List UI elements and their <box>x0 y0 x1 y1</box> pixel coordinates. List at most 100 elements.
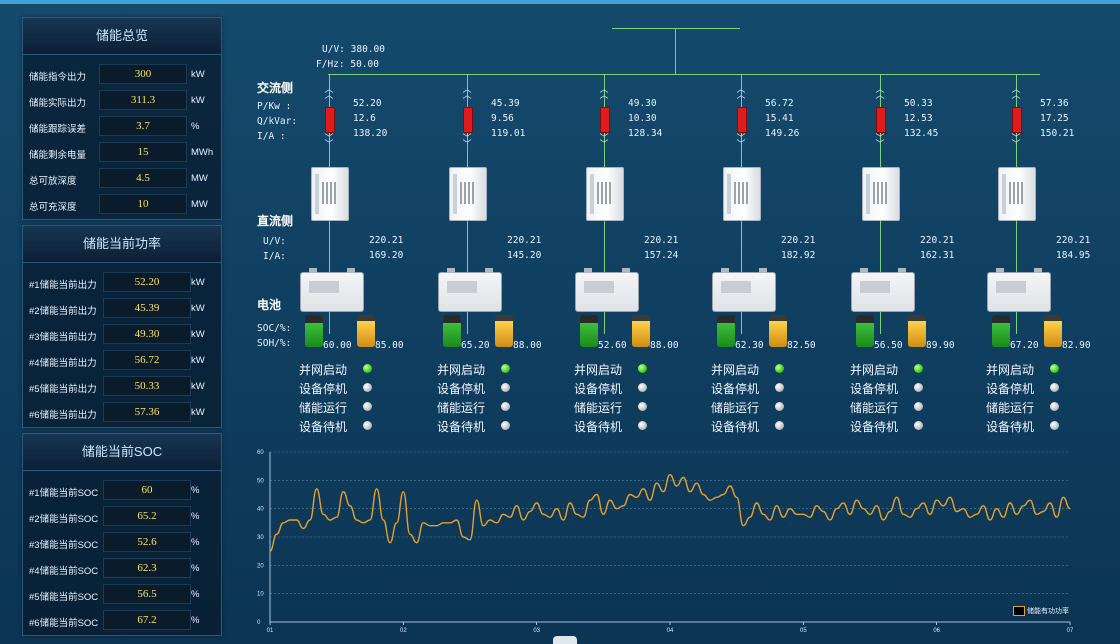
status-indicator-icon <box>501 364 510 373</box>
soc-row: #1储能当前SOC 60% <box>29 480 215 500</box>
data-point <box>842 502 844 504</box>
data-point <box>1036 513 1038 515</box>
active-power-chart: 0 10 20 30 40 50 60 01 02 03 04 05 06 07 <box>257 450 1074 634</box>
status-indicator-icon <box>914 421 923 430</box>
data-point <box>662 491 664 493</box>
chevron-down-icon: ﹀ ﹀ <box>324 133 334 149</box>
grid-bus-top <box>612 28 740 29</box>
unit-soh-value: 82.50 <box>787 340 816 351</box>
chart-legend: 储能有功功率 <box>1013 606 1069 617</box>
unit-status-label: 并网启动 <box>850 363 899 377</box>
unit-status-label: 设备停机 <box>574 382 623 396</box>
inverter-icon[interactable] <box>586 167 624 221</box>
inverter-icon[interactable] <box>998 167 1036 221</box>
soh-label: SOH/%: <box>257 338 292 349</box>
battery-pack-icon[interactable] <box>987 268 1051 312</box>
y-tick-label: 50 <box>257 478 264 484</box>
inverter-icon[interactable] <box>723 167 761 221</box>
data-point <box>696 482 698 484</box>
data-point <box>602 513 604 515</box>
data-point <box>516 505 518 507</box>
battery-pack-icon[interactable] <box>438 268 502 312</box>
data-point <box>1049 502 1051 504</box>
summary-row-label: 储能剩余电量 <box>29 150 87 161</box>
power-row-unit: kW <box>191 303 205 314</box>
status-indicator-icon <box>363 402 372 411</box>
summary-row-value: 10 <box>99 194 187 214</box>
summary-row-value: 311.3 <box>99 90 187 110</box>
soc-row-label: #3储能当前SOC <box>29 540 99 551</box>
x-tick-label: 05 <box>800 628 807 634</box>
fuse-icon <box>463 107 473 133</box>
data-point <box>802 513 804 515</box>
data-point <box>522 519 524 521</box>
battery-pack-icon[interactable] <box>851 268 915 312</box>
unit-status-label: 并网启动 <box>437 363 486 377</box>
data-point <box>902 513 904 515</box>
summary-row-label: 储能实际出力 <box>29 98 87 109</box>
bottom-scroll-handle[interactable] <box>553 636 577 644</box>
inverter-icon[interactable] <box>311 167 349 221</box>
x-tick-label: 04 <box>667 628 674 634</box>
unit-status-label: 储能运行 <box>711 401 760 415</box>
unit-ac-current: 119.01 <box>491 128 526 139</box>
power-panel-title: 储能当前功率 <box>23 226 221 263</box>
summary-row-label: 储能指令出力 <box>29 72 87 83</box>
data-point <box>702 493 704 496</box>
unit-dc-current: 145.20 <box>507 250 542 261</box>
inverter-icon[interactable] <box>862 167 900 221</box>
fuse-icon <box>325 107 335 133</box>
soc-row-value: 62.3 <box>103 558 191 578</box>
soh-battery-icon <box>495 315 513 347</box>
soc-row-label: #5储能当前SOC <box>29 592 99 603</box>
power-row-unit: kW <box>191 277 205 288</box>
unit-dc-voltage: 220.21 <box>920 235 955 246</box>
data-point <box>576 513 578 515</box>
data-point <box>822 510 824 513</box>
y-tick-label: 30 <box>257 535 264 541</box>
data-point <box>676 485 678 487</box>
soc-row: #4储能当前SOC 62.3% <box>29 558 215 578</box>
inverter-icon[interactable] <box>449 167 487 221</box>
unit-ac-current: 150.21 <box>1040 128 1075 139</box>
data-point <box>442 522 444 524</box>
data-point <box>949 496 951 498</box>
battery-pack-icon[interactable] <box>575 268 639 312</box>
data-point <box>922 502 924 504</box>
soc-panel: 储能当前SOC #1储能当前SOC 60% #2储能当前SOC 65.2% #3储能当前… <box>22 433 222 636</box>
data-point <box>769 519 771 521</box>
status-indicator-icon <box>914 383 923 392</box>
data-point <box>449 522 451 524</box>
soc-row-unit: % <box>191 485 200 496</box>
battery-pack-icon[interactable] <box>712 268 776 312</box>
data-point <box>489 519 491 521</box>
unit-dc-current: 184.95 <box>1056 250 1091 261</box>
chevron-up-icon: ︿ ︿ <box>462 84 472 100</box>
status-indicator-icon <box>775 402 784 411</box>
data-point <box>362 522 364 524</box>
data-point <box>276 533 278 535</box>
dc-side-label: 直流侧 <box>257 214 294 228</box>
data-point <box>309 519 311 521</box>
unit-status-label: 设备待机 <box>437 420 486 434</box>
data-point <box>896 496 898 498</box>
grid-frequency: F/Hz: 50.00 <box>316 59 379 70</box>
data-point <box>282 522 284 524</box>
status-indicator-icon <box>1050 383 1059 392</box>
data-point <box>976 513 978 515</box>
chevron-up-icon: ︿ ︿ <box>1011 84 1021 100</box>
data-point <box>316 488 318 490</box>
battery-pack-icon[interactable] <box>300 268 364 312</box>
x-tick-label: 03 <box>533 628 540 634</box>
data-point <box>929 513 931 515</box>
chevron-down-icon: ﹀ ﹀ <box>599 133 609 149</box>
top-accent-line <box>0 0 1120 4</box>
dc-voltage-label: U/V: <box>263 236 286 247</box>
summary-row-unit: MW <box>191 173 208 184</box>
data-point <box>816 505 818 507</box>
unit-status-label: 储能运行 <box>850 401 899 415</box>
power-row-label: #3储能当前出力 <box>29 332 97 343</box>
chevron-down-icon: ﹀ ﹀ <box>875 133 885 149</box>
power-row-value: 50.33 <box>103 376 191 396</box>
unit-dc-current: 157.24 <box>644 250 679 261</box>
